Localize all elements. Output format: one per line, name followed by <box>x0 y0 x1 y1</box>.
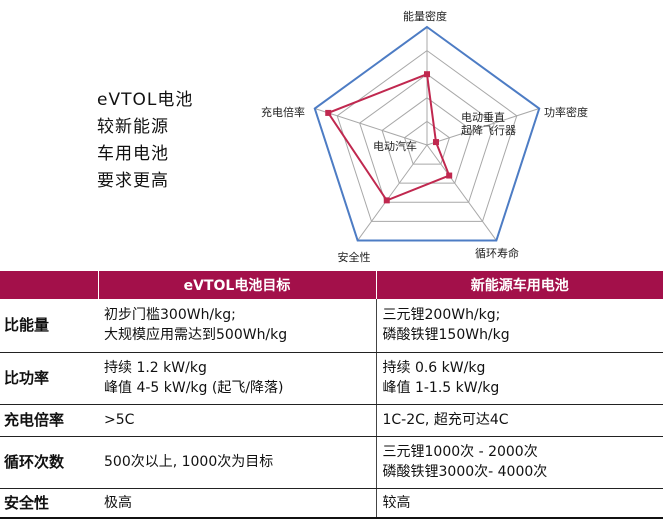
cell-line: 初步门槛300Wh/kg; <box>104 307 236 324</box>
cell-line: 磷酸铁锂150Wh/kg <box>382 327 510 344</box>
legend-label-evtol-line1: 电动垂直 <box>461 110 505 124</box>
table-cell: 三元锂1000次 - 2000次 磷酸铁锂3000次- 4000次 <box>375 436 663 489</box>
radar-grid-ring <box>381 97 473 184</box>
cell-line: 三元锂200Wh/kg; <box>382 307 501 324</box>
radar-series-line <box>313 25 541 242</box>
radar-point <box>424 71 430 78</box>
row-label: 比功率 <box>0 352 98 405</box>
radar-spoke <box>426 108 540 146</box>
cell-line: 较高 <box>382 494 411 511</box>
row-label: 比能量 <box>0 299 98 353</box>
table-cell: 三元锂200Wh/kg; 磷酸铁锂150Wh/kg <box>375 299 663 353</box>
table-row: 比能量 初步门槛300Wh/kg; 大规模应用需达到500Wh/kg 三元锂20… <box>0 299 663 353</box>
cell-line: 大规模应用需达到500Wh/kg <box>104 327 288 344</box>
intro-line: 较新能源 <box>97 117 169 137</box>
row-label: 循环次数 <box>0 436 98 489</box>
axis-label-safety: 安全性 <box>338 250 371 264</box>
table-cell: >5C <box>98 404 376 437</box>
radar-grid-ring <box>359 73 495 203</box>
table-cell: 初步门槛300Wh/kg; 大规模应用需达到500Wh/kg <box>98 299 376 353</box>
table-cell: 持续 1.2 kW/kg 峰值 4-5 kW/kg (起飞/降落) <box>98 352 376 405</box>
cell-line: 持续 0.6 kW/kg <box>382 360 486 376</box>
radar-spoke <box>314 108 428 146</box>
intro-line: 要求更高 <box>97 171 169 191</box>
table-header-nev: 新能源车用电池 <box>376 271 663 299</box>
axis-label-energy-density: 能量密度 <box>403 9 447 23</box>
cell-line: >5C <box>104 412 135 428</box>
radar-point <box>446 172 453 179</box>
cell-line: 磷酸铁锂3000次- 4000次 <box>382 464 548 480</box>
radar-spokes <box>314 27 540 241</box>
table-row: 安全性 极高 较高 <box>0 488 663 519</box>
radar-chart: 能量密度 功率密度 循环寿命 安全性 充电倍率 电动垂直 起降飞行器 电动汽车 <box>261 9 588 264</box>
cell-line: 峰值 4-5 kW/kg (起飞/降落) <box>104 380 284 396</box>
table-header-blank <box>0 271 99 299</box>
axis-label-power-density: 功率密度 <box>544 105 588 119</box>
table-header-row: eVTOL电池目标 新能源车用电池 <box>0 271 663 299</box>
radar-point <box>432 139 439 146</box>
cell-line: 峰值 1-1.5 kW/kg <box>382 380 500 396</box>
legend-label-evtol-line2: 起降飞行器 <box>461 123 516 137</box>
table-row: 充电倍率 >5C 1C-2C, 超充可达4C <box>0 404 663 437</box>
cell-line: 500次以上, 1000次为目标 <box>104 454 274 470</box>
table-row: 循环次数 500次以上, 1000次为目标 三元锂1000次 - 2000次 磷… <box>0 436 663 489</box>
comparison-table: eVTOL电池目标 新能源车用电池 比能量 初步门槛300Wh/kg; 大规模应… <box>0 271 663 519</box>
intro-line: eVTOL电池 <box>97 90 194 110</box>
radar-point <box>325 109 332 116</box>
radar-spoke <box>357 144 428 241</box>
intro-text: eVTOL电池 较新能源 车用电池 要求更高 <box>97 87 207 195</box>
table-header-evtol: eVTOL电池目标 <box>98 271 377 299</box>
radar-series <box>313 25 541 242</box>
table-cell: 1C-2C, 超充可达4C <box>375 404 663 437</box>
row-label: 安全性 <box>0 488 98 519</box>
cell-line: 1C-2C, 超充可达4C <box>382 412 509 428</box>
radar-spoke <box>426 144 497 241</box>
axis-label-charge-rate: 充电倍率 <box>261 105 305 119</box>
row-label: 充电倍率 <box>0 404 98 437</box>
radar-series-line <box>326 72 451 202</box>
table-cell: 持续 0.6 kW/kg 峰值 1-1.5 kW/kg <box>375 352 663 405</box>
intro-line: 车用电池 <box>97 144 169 164</box>
table-row: 比功率 持续 1.2 kW/kg 峰值 4-5 kW/kg (起飞/降落) 持续… <box>0 352 663 405</box>
radar-grid-ring <box>336 49 518 222</box>
cell-line: 极高 <box>104 494 132 511</box>
legend-label-ev: 电动汽车 <box>373 139 417 153</box>
radar-grid-ring <box>403 120 451 165</box>
table-cell: 较高 <box>375 488 663 519</box>
cell-line: 持续 1.2 kW/kg <box>104 360 207 376</box>
cell-line: 三元锂1000次 - 2000次 <box>382 444 538 460</box>
radar-point <box>383 197 390 204</box>
table-cell: 500次以上, 1000次为目标 <box>98 436 376 489</box>
table-cell: 极高 <box>98 488 376 519</box>
axis-label-cycle-life: 循环寿命 <box>475 246 519 260</box>
